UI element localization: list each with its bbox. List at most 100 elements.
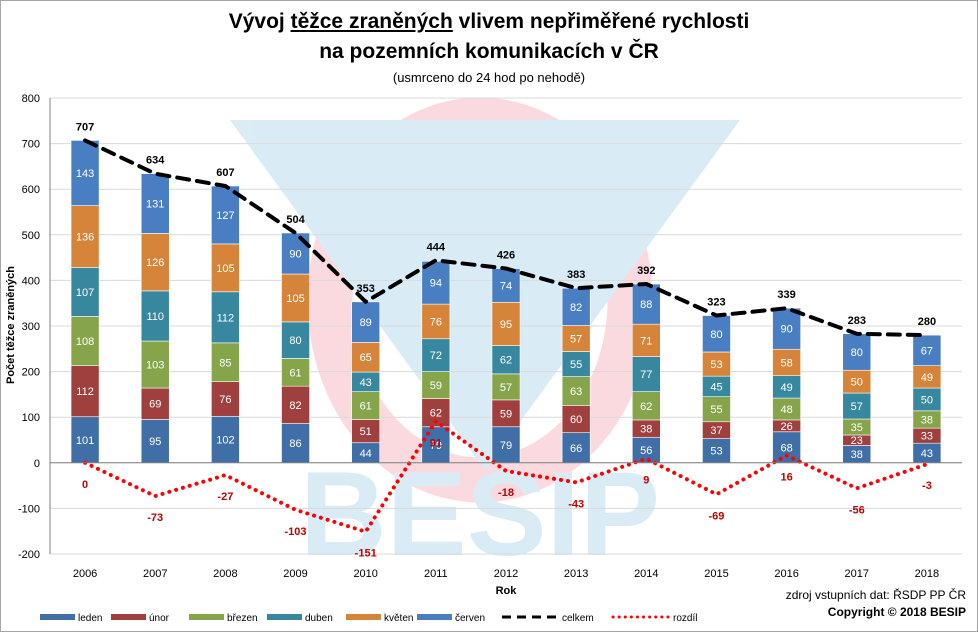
bar-segment: [561, 376, 591, 406]
difference-label: -103: [285, 526, 307, 538]
total-label: 280: [918, 316, 936, 328]
bar-value-label: 95: [500, 319, 512, 331]
bar-value-label: 76: [219, 394, 231, 406]
bar-segment: [561, 405, 591, 434]
bar-segment: [631, 356, 661, 392]
difference-label: -3: [922, 480, 932, 492]
bar-value-label: 67: [921, 345, 933, 357]
bar-value-label: 90: [289, 248, 301, 260]
x-tick-label: 2010: [353, 568, 377, 580]
bar-value-label: 79: [430, 440, 442, 452]
title-underlined: těžce zraněných: [290, 10, 453, 33]
copyright-note: Copyright © 2018 BESIP: [827, 605, 966, 619]
total-label: 283: [848, 315, 866, 327]
bar-segment: [561, 287, 591, 326]
bar-value-label: 126: [146, 257, 164, 269]
bar-value-label: 95: [149, 436, 161, 448]
bar-value-label: 33: [921, 431, 933, 443]
y-tick-label: -200: [18, 549, 40, 561]
x-tick-label: 2013: [564, 568, 588, 580]
bar-value-label: 143: [76, 168, 94, 180]
bar-segment: [281, 273, 310, 323]
bar-value-label: 66: [570, 443, 582, 455]
bar-value-label: 56: [640, 445, 652, 457]
bar-value-label: 49: [780, 382, 792, 394]
bar-segment: [140, 290, 170, 342]
bar-value-label: 62: [500, 355, 512, 367]
bar-segment: [772, 307, 801, 350]
bar-segment: [631, 391, 661, 421]
chart-title-line1: Vývoj těžce zraněných vlivem nepřiměřené…: [0, 10, 978, 34]
bar-segment: [561, 351, 591, 377]
bar-segment: [912, 334, 942, 366]
bar-value-label: 59: [430, 380, 442, 392]
y-tick-label: 300: [22, 321, 40, 333]
bar-segment: [70, 140, 100, 206]
difference-label: -18: [498, 487, 514, 499]
x-tick-label: 2018: [915, 568, 939, 580]
bar-segment: [70, 316, 100, 366]
legend-label: květen: [384, 613, 413, 624]
source-note: zdroj vstupních dat: ŘSDP PP ČR: [785, 588, 966, 602]
bar-segment: [211, 415, 240, 464]
bar-value-label: 62: [640, 401, 652, 413]
bar-value-label: 107: [76, 287, 94, 299]
bar-value-label: 105: [216, 263, 234, 275]
bar-segment: [702, 438, 731, 464]
difference-label: -43: [568, 498, 584, 510]
y-tick-label: 200: [22, 367, 40, 379]
bar-segment: [842, 392, 872, 420]
legend-swatch: [346, 614, 381, 620]
bar-value-label: 38: [921, 414, 933, 426]
bar-segment: [421, 338, 451, 372]
bar-segment: [281, 385, 310, 424]
bar-value-label: 61: [360, 401, 372, 413]
x-tick-label: 2017: [845, 568, 869, 580]
bar-value-label: 26: [780, 421, 792, 433]
bar-value-label: 43: [921, 448, 933, 460]
bar-segment: [772, 348, 801, 377]
bar-value-label: 72: [430, 350, 442, 362]
bar-value-label: 38: [851, 449, 863, 461]
bar-segment: [211, 381, 240, 417]
legend-label: červen: [455, 613, 485, 624]
y-axis-title: Počet těžce zraněných: [5, 266, 17, 384]
legend-swatch: [111, 614, 146, 620]
bar-value-label: 94: [430, 278, 442, 290]
bar-segment: [702, 396, 731, 423]
total-line: [83, 138, 929, 338]
y-tick-label: 0: [34, 458, 40, 470]
total-label: 707: [76, 121, 94, 133]
legend-label: duben: [305, 613, 333, 624]
bar-segment: [140, 340, 170, 389]
bar-segment: [491, 345, 521, 375]
total-label: 607: [216, 167, 234, 179]
bar-segment: [70, 267, 100, 317]
bar-value-label: 43: [360, 377, 372, 389]
bar-value-label: 127: [216, 210, 234, 222]
bar-value-label: 79: [500, 440, 512, 452]
chart-title-line2: na pozemních komunikacích v ČR: [319, 40, 659, 63]
bar-value-label: 35: [851, 422, 863, 434]
besip-watermark: BESIP: [230, 97, 740, 581]
x-tick-label: 2008: [213, 568, 237, 580]
y-tick-label: -100: [18, 503, 40, 515]
difference-label: -151: [355, 548, 377, 560]
x-tick-label: 2012: [494, 568, 518, 580]
legend: leden únor březen duben květen červen celkem ro…: [40, 613, 697, 624]
bar-value-label: 44: [360, 448, 372, 460]
bar-value-label: 57: [851, 401, 863, 413]
bar-value-label: 61: [289, 367, 301, 379]
bar-segment: [491, 268, 521, 303]
legend-label: celkem: [562, 613, 594, 624]
bar-value-label: 53: [710, 359, 722, 371]
difference-label: -56: [849, 504, 865, 516]
total-label: 339: [777, 289, 795, 301]
bar-segment: [491, 373, 521, 401]
x-axis-title: Rok: [495, 585, 517, 597]
bar-segment: [561, 325, 591, 352]
bar-value-label: 23: [851, 435, 863, 447]
bar-segment: [561, 432, 591, 464]
total-label: 444: [427, 241, 446, 253]
